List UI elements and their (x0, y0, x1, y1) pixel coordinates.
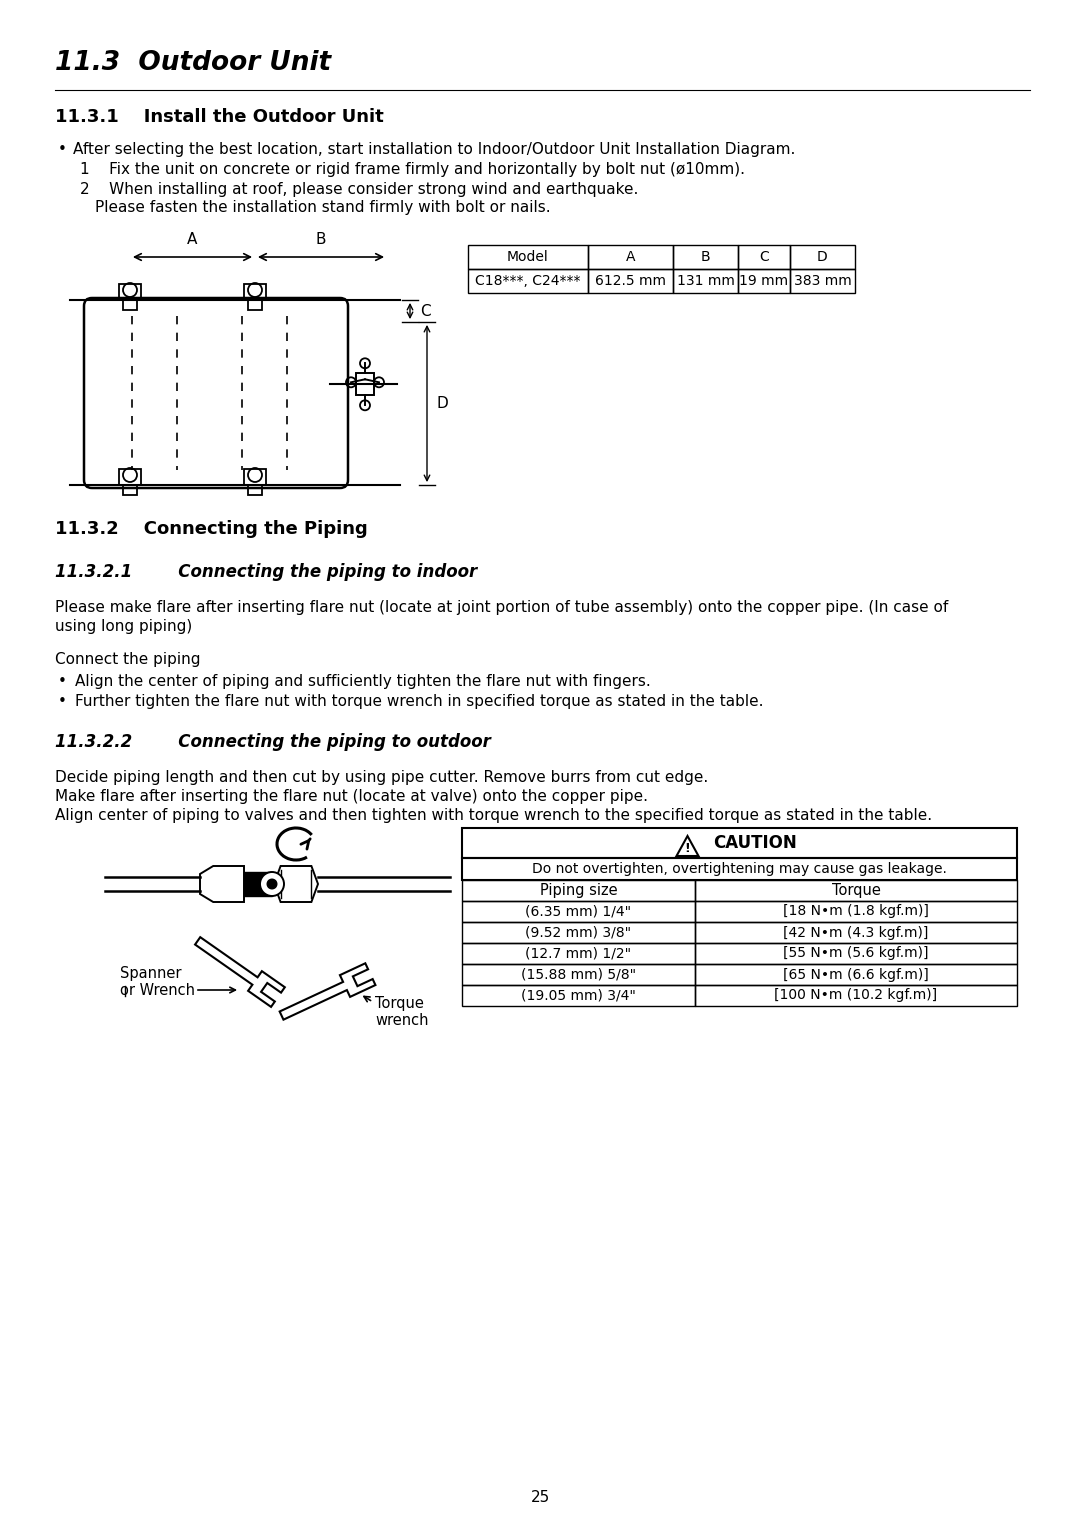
Text: Further tighten the flare nut with torque wrench in specified torque as stated i: Further tighten the flare nut with torqu… (75, 693, 764, 709)
Bar (673, 244, 738, 269)
Text: 11.3.2.2        Connecting the piping to outdoor: 11.3.2.2 Connecting the piping to outdoo… (55, 733, 491, 751)
Text: Connect the piping: Connect the piping (55, 652, 201, 667)
Bar (588, 244, 673, 269)
Circle shape (267, 880, 276, 889)
Bar (696, 880, 1017, 901)
Bar (462, 922, 696, 944)
Bar (244, 284, 266, 299)
Bar (673, 269, 738, 293)
Text: •: • (58, 693, 67, 709)
Text: Torque: Torque (832, 883, 880, 898)
Text: 11.3.1    Install the Outdoor Unit: 11.3.1 Install the Outdoor Unit (55, 108, 383, 127)
Text: Model: Model (508, 250, 549, 264)
Text: 612.5 mm: 612.5 mm (595, 273, 666, 289)
Bar (738, 269, 789, 293)
Bar (462, 858, 1017, 880)
Text: 131 mm: 131 mm (676, 273, 734, 289)
Bar (462, 901, 696, 922)
Bar (468, 244, 588, 269)
Text: B: B (315, 232, 326, 247)
Bar (696, 922, 1017, 944)
Bar (789, 244, 855, 269)
Polygon shape (274, 866, 318, 902)
Text: 25: 25 (530, 1490, 550, 1506)
Polygon shape (195, 938, 285, 1006)
Text: Do not overtighten, overtightening may cause gas leakage.: Do not overtighten, overtightening may c… (532, 863, 947, 876)
Text: 11.3.2    Connecting the Piping: 11.3.2 Connecting the Piping (55, 521, 368, 538)
Text: C: C (420, 304, 431, 319)
Bar (588, 269, 673, 293)
Text: (15.88 mm) 5/8": (15.88 mm) 5/8" (521, 968, 636, 982)
Text: 11.3.2.1        Connecting the piping to indoor: 11.3.2.1 Connecting the piping to indoor (55, 563, 477, 580)
Text: 19 mm: 19 mm (740, 273, 788, 289)
Bar (789, 269, 855, 293)
Bar (696, 944, 1017, 964)
Text: Decide piping length and then cut by using pipe cutter. Remove burrs from cut ed: Decide piping length and then cut by usi… (55, 770, 708, 785)
Bar (119, 284, 141, 299)
Bar (696, 985, 1017, 1006)
Text: CAUTION: CAUTION (713, 834, 796, 852)
Text: B: B (701, 250, 711, 264)
Text: (12.7 mm) 1/2": (12.7 mm) 1/2" (526, 947, 632, 960)
Bar (248, 299, 262, 310)
Text: •: • (58, 142, 67, 157)
Bar (123, 486, 137, 495)
Text: (19.05 mm) 3/4": (19.05 mm) 3/4" (522, 988, 636, 1003)
Circle shape (260, 872, 284, 896)
Text: C18***, C24***: C18***, C24*** (475, 273, 581, 289)
Bar (123, 299, 137, 310)
Text: Please fasten the installation stand firmly with bolt or nails.: Please fasten the installation stand fir… (95, 200, 551, 215)
Text: C: C (759, 250, 769, 264)
Text: [42 N•m (4.3 kgf.m)]: [42 N•m (4.3 kgf.m)] (783, 925, 929, 939)
Text: [55 N•m (5.6 kgf.m)]: [55 N•m (5.6 kgf.m)] (783, 947, 929, 960)
Bar (468, 269, 588, 293)
Polygon shape (280, 964, 376, 1020)
Text: [100 N•m (10.2 kgf.m)]: [100 N•m (10.2 kgf.m)] (774, 988, 937, 1003)
Bar (462, 944, 696, 964)
Text: (6.35 mm) 1/4": (6.35 mm) 1/4" (526, 904, 632, 919)
Text: (9.52 mm) 3/8": (9.52 mm) 3/8" (526, 925, 632, 939)
Bar (244, 469, 266, 486)
Text: using long piping): using long piping) (55, 618, 192, 634)
Text: After selecting the best location, start installation to Indoor/Outdoor Unit Ins: After selecting the best location, start… (73, 142, 795, 157)
Text: !: ! (685, 841, 690, 855)
Text: A: A (625, 250, 635, 264)
Bar (696, 901, 1017, 922)
Text: 2    When installing at roof, please consider strong wind and earthquake.: 2 When installing at roof, please consid… (80, 182, 638, 197)
Text: D: D (818, 250, 828, 264)
Text: D: D (437, 395, 449, 411)
Text: 383 mm: 383 mm (794, 273, 851, 289)
Polygon shape (244, 872, 272, 896)
Bar (462, 985, 696, 1006)
Bar (462, 828, 1017, 858)
Text: Align the center of piping and sufficiently tighten the flare nut with fingers.: Align the center of piping and sufficien… (75, 673, 651, 689)
Bar (738, 244, 789, 269)
Text: Spanner
or Wrench: Spanner or Wrench (120, 967, 195, 999)
Bar (696, 964, 1017, 985)
Text: Please make flare after inserting flare nut (locate at joint portion of tube ass: Please make flare after inserting flare … (55, 600, 948, 615)
Text: A: A (187, 232, 198, 247)
Text: •: • (58, 673, 67, 689)
Bar (248, 486, 262, 495)
Text: 11.3  Outdoor Unit: 11.3 Outdoor Unit (55, 50, 332, 76)
Bar (462, 964, 696, 985)
Text: Align center of piping to valves and then tighten with torque wrench to the spec: Align center of piping to valves and the… (55, 808, 932, 823)
Text: [65 N•m (6.6 kgf.m)]: [65 N•m (6.6 kgf.m)] (783, 968, 929, 982)
Polygon shape (200, 866, 244, 902)
Text: Piping size: Piping size (540, 883, 618, 898)
Bar (356, 373, 374, 395)
Bar (462, 880, 696, 901)
Text: [18 N•m (1.8 kgf.m)]: [18 N•m (1.8 kgf.m)] (783, 904, 929, 919)
Text: 1    Fix the unit on concrete or rigid frame firmly and horizontally by bolt nut: 1 Fix the unit on concrete or rigid fram… (80, 162, 745, 177)
Polygon shape (676, 835, 699, 857)
Text: Make flare after inserting the flare nut (locate at valve) onto the copper pipe.: Make flare after inserting the flare nut… (55, 789, 648, 805)
Bar (119, 469, 141, 486)
Text: Torque
wrench: Torque wrench (375, 996, 429, 1028)
